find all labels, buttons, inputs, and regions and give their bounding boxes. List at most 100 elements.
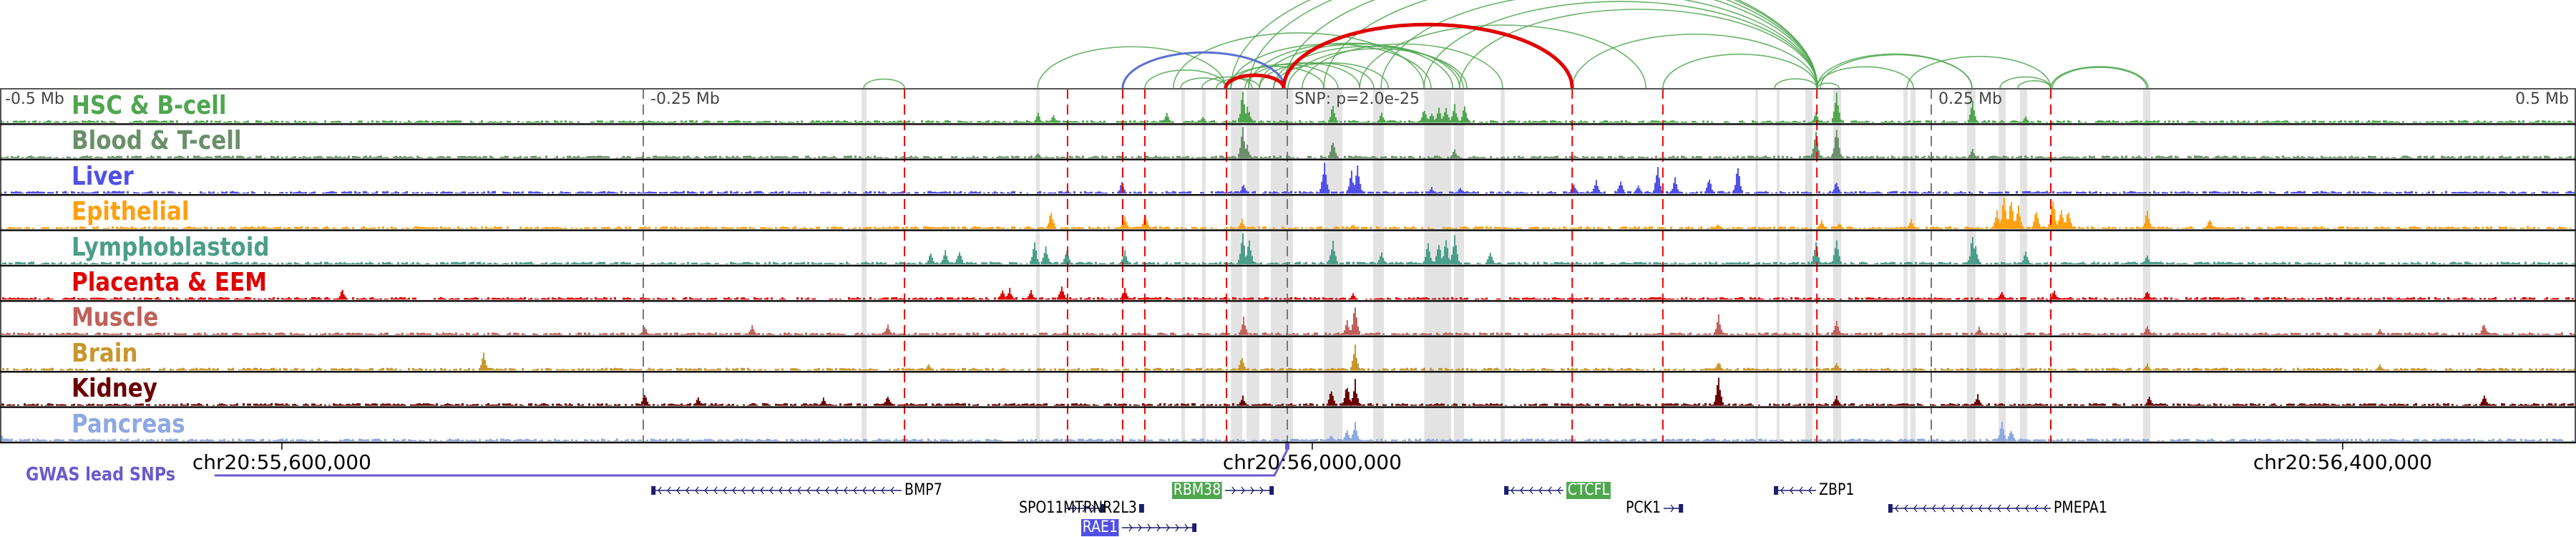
signal-peak (1348, 225, 1359, 229)
strand-arrow-right-icon (1073, 504, 1096, 513)
signal-peak (1423, 243, 1433, 264)
signal-peak (2063, 212, 2074, 229)
signal-peak (1996, 422, 2007, 441)
gene (1504, 486, 1563, 495)
signal-peak (1350, 307, 1360, 335)
track-label: Muscle (72, 303, 159, 333)
signal-peak (1350, 422, 1360, 441)
signal-peak (747, 324, 758, 335)
loop-arc (1225, 66, 1324, 89)
signal-peak (1319, 163, 1330, 194)
gwas-lead-snps-label: GWAS lead SNPs (26, 464, 176, 485)
loop-arc (1999, 76, 2051, 89)
strand-arrow-left-icon (1511, 486, 1561, 495)
signal-peak (2006, 431, 2016, 441)
loop-arc (1230, 0, 1818, 89)
strand-arrow-right-icon (1128, 523, 1189, 532)
loop-arc (2050, 66, 2149, 89)
signal-peak (2142, 211, 2152, 229)
signal-peak (1441, 107, 1452, 123)
gwas-snp-marker (1285, 443, 1289, 450)
signal-peak (1967, 101, 1978, 123)
gene (1224, 486, 1274, 495)
track-label: Pancreas (72, 409, 185, 439)
signal-peak (2142, 256, 2152, 264)
signal-peak (693, 397, 703, 406)
track-label: Placenta & EEM (72, 268, 267, 297)
loop-arc (1816, 82, 1840, 89)
loop-arc (1180, 77, 1227, 89)
signal-peak (1441, 240, 1452, 264)
signal-peak (1236, 218, 1247, 229)
signal-peak (1161, 112, 1172, 123)
signal-peak (1992, 210, 2003, 229)
signal-peak (1831, 92, 1842, 123)
loop-arc (1571, 33, 1818, 89)
gene-exon (1888, 504, 1893, 513)
signal-peak (1244, 112, 1254, 123)
loop-arc (1359, 24, 1646, 89)
loop-arc (1248, 0, 1818, 89)
signal-peak (1328, 106, 1338, 123)
signal-peak (1033, 153, 1043, 158)
signal-baseline (2, 367, 2576, 371)
signal-peak (1342, 319, 1352, 335)
loop-arc (1173, 32, 1425, 89)
signal-peak (2142, 363, 2152, 371)
gene (1774, 486, 1817, 495)
signal-peak (1568, 184, 1579, 194)
signal-peak (2205, 220, 2215, 229)
gene-exon (651, 486, 656, 495)
signal-peak (1198, 117, 1209, 123)
signal-peak (1996, 291, 2007, 300)
strand-arrow-left-icon (1895, 504, 2048, 513)
signal-peak (1026, 290, 1037, 300)
offset-label: 0.25 Mb (1938, 90, 2002, 108)
signal-peak (1831, 183, 1842, 194)
coordinate-label: chr20:56,400,000 (2253, 450, 2432, 474)
loop-arc (1816, 66, 1914, 89)
signal-peak (2375, 364, 2386, 371)
signal-peak (1419, 110, 1430, 123)
signal-peak (1462, 119, 1473, 123)
signal-peak (2057, 210, 2067, 229)
signal-peak (1346, 170, 1357, 194)
signal-baseline (0, 226, 2572, 229)
signal-peak (926, 253, 937, 264)
signal-peak (1906, 218, 1916, 229)
signal-peak (1030, 242, 1040, 264)
loop-arc (1380, 0, 1818, 89)
gene (1138, 504, 1144, 513)
signal-baseline (2, 261, 2576, 264)
signal-peak (1816, 220, 1827, 229)
signal-peak (1670, 177, 1681, 194)
signal-peak (1062, 251, 1073, 264)
signal-peak (1713, 314, 1724, 335)
track-label: Kidney (72, 374, 157, 404)
strand-arrow-right-icon (1231, 486, 1264, 495)
signal-peak (1242, 144, 1253, 158)
gene-track (651, 486, 2051, 532)
signal-peak (2142, 326, 2152, 335)
gene-label: CTCFL (1566, 481, 1611, 499)
signal-peak (1120, 287, 1131, 300)
strand-arrow-left-icon (1780, 486, 1813, 495)
signal-peak (1633, 185, 1644, 194)
signal-peak (1377, 252, 1387, 264)
loop-arc (1282, 22, 1574, 89)
strand-arrow-left-icon (658, 486, 894, 495)
signal-peak (1350, 344, 1360, 371)
track-label: HSC & B-cell (72, 91, 227, 120)
gene-exon (1269, 486, 1274, 495)
signal-peak (1046, 213, 1057, 229)
signal-peak (2049, 291, 2059, 300)
signal-peak (1449, 235, 1460, 264)
signal-peak (1426, 187, 1437, 194)
signal-peak (1048, 115, 1059, 123)
signal-peak (1713, 377, 1724, 406)
signal-peak (1831, 240, 1842, 264)
signal-peak (1485, 253, 1496, 264)
track-label: Blood & T-cell (72, 126, 242, 156)
signal-peak (1056, 286, 1067, 300)
